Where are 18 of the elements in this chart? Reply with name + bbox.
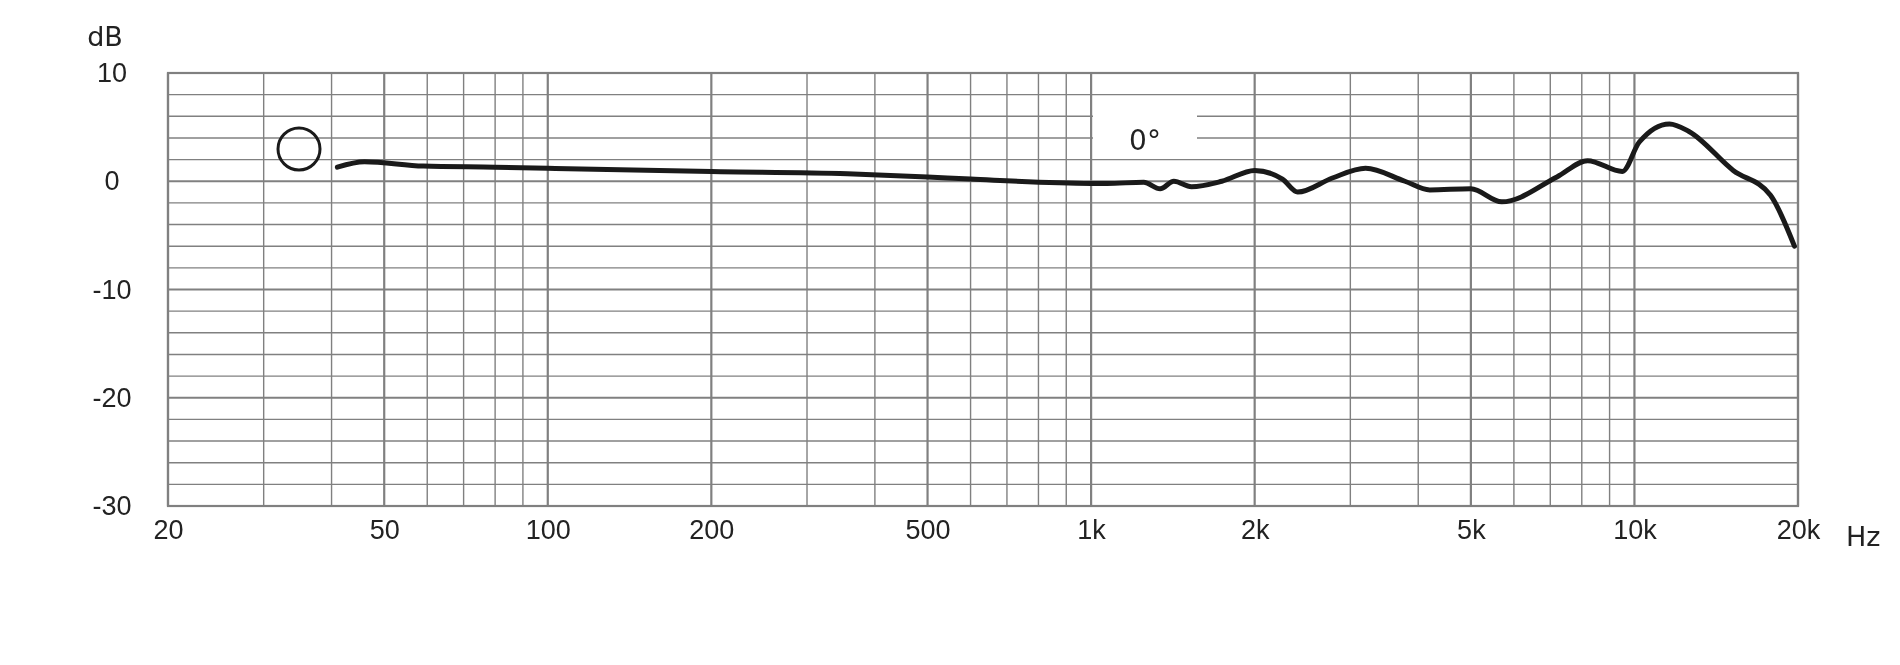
x-tick-label: 50 <box>369 515 400 546</box>
y-tick-label: -30 <box>92 491 132 522</box>
x-tick-label: 500 <box>905 515 951 546</box>
y-tick-label: 0 <box>104 166 120 197</box>
x-tick-label: 100 <box>525 515 571 546</box>
y-axis-title: dB <box>87 21 123 52</box>
x-axis-title: Hz <box>1846 521 1881 552</box>
y-tick-label: 10 <box>96 58 128 89</box>
x-tick-label: 20k <box>1776 515 1821 546</box>
x-tick-label: 200 <box>689 515 735 546</box>
x-tick-label: 5k <box>1457 515 1487 546</box>
x-tick-label: 10k <box>1613 515 1658 546</box>
y-tick-label: -10 <box>92 274 132 305</box>
x-tick-label: 2k <box>1240 515 1270 546</box>
y-tick-label: -20 <box>92 382 132 413</box>
x-tick-label: 1k <box>1077 515 1107 546</box>
x-tick-label: 20 <box>153 515 184 546</box>
annotation: 0° <box>1129 124 1161 157</box>
